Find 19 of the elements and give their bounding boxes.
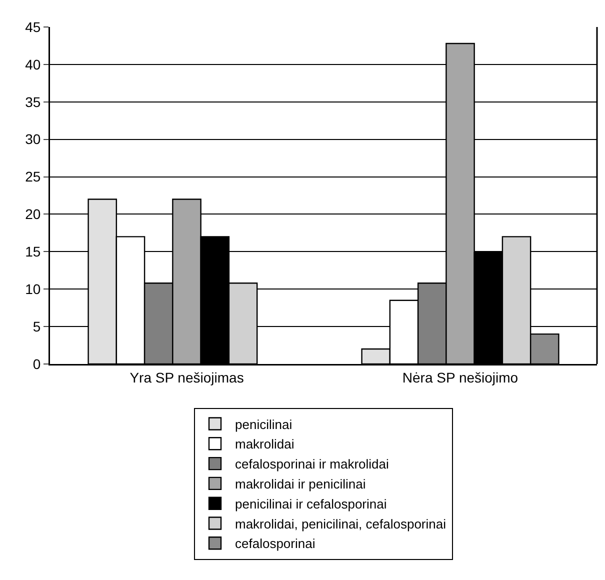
legend-label: cefalosporinai xyxy=(235,536,316,552)
legend-label: penicilinai xyxy=(235,416,292,432)
y-tick-label: 0 xyxy=(32,356,41,372)
legend-label: makrolidai ir penicilinai xyxy=(235,476,366,492)
x-tick-label: Nėra SP nešiojimo xyxy=(402,369,518,386)
y-tick-label: 40 xyxy=(25,56,41,72)
y-tick-label: 35 xyxy=(25,94,41,110)
y-tick-label: 5 xyxy=(32,318,41,334)
legend-label: makrolidai, penicilinai, cefalosporinai xyxy=(235,516,446,532)
legend-label: makrolidai xyxy=(235,436,294,452)
y-tick-label: 20 xyxy=(25,206,41,222)
legend-label: penicilinai ir cefalosporinai xyxy=(235,496,387,512)
legend-label: cefalosporinai ir makrolidai xyxy=(235,456,390,472)
y-tick-label: 30 xyxy=(25,131,41,148)
y-tick-label: 15 xyxy=(25,244,41,260)
y-tick-label: 25 xyxy=(25,168,41,185)
y-tick-label: 10 xyxy=(25,281,41,298)
y-tick-label: 45 xyxy=(25,18,41,35)
x-tick-label: Yra SP nešiojimas xyxy=(130,369,244,386)
